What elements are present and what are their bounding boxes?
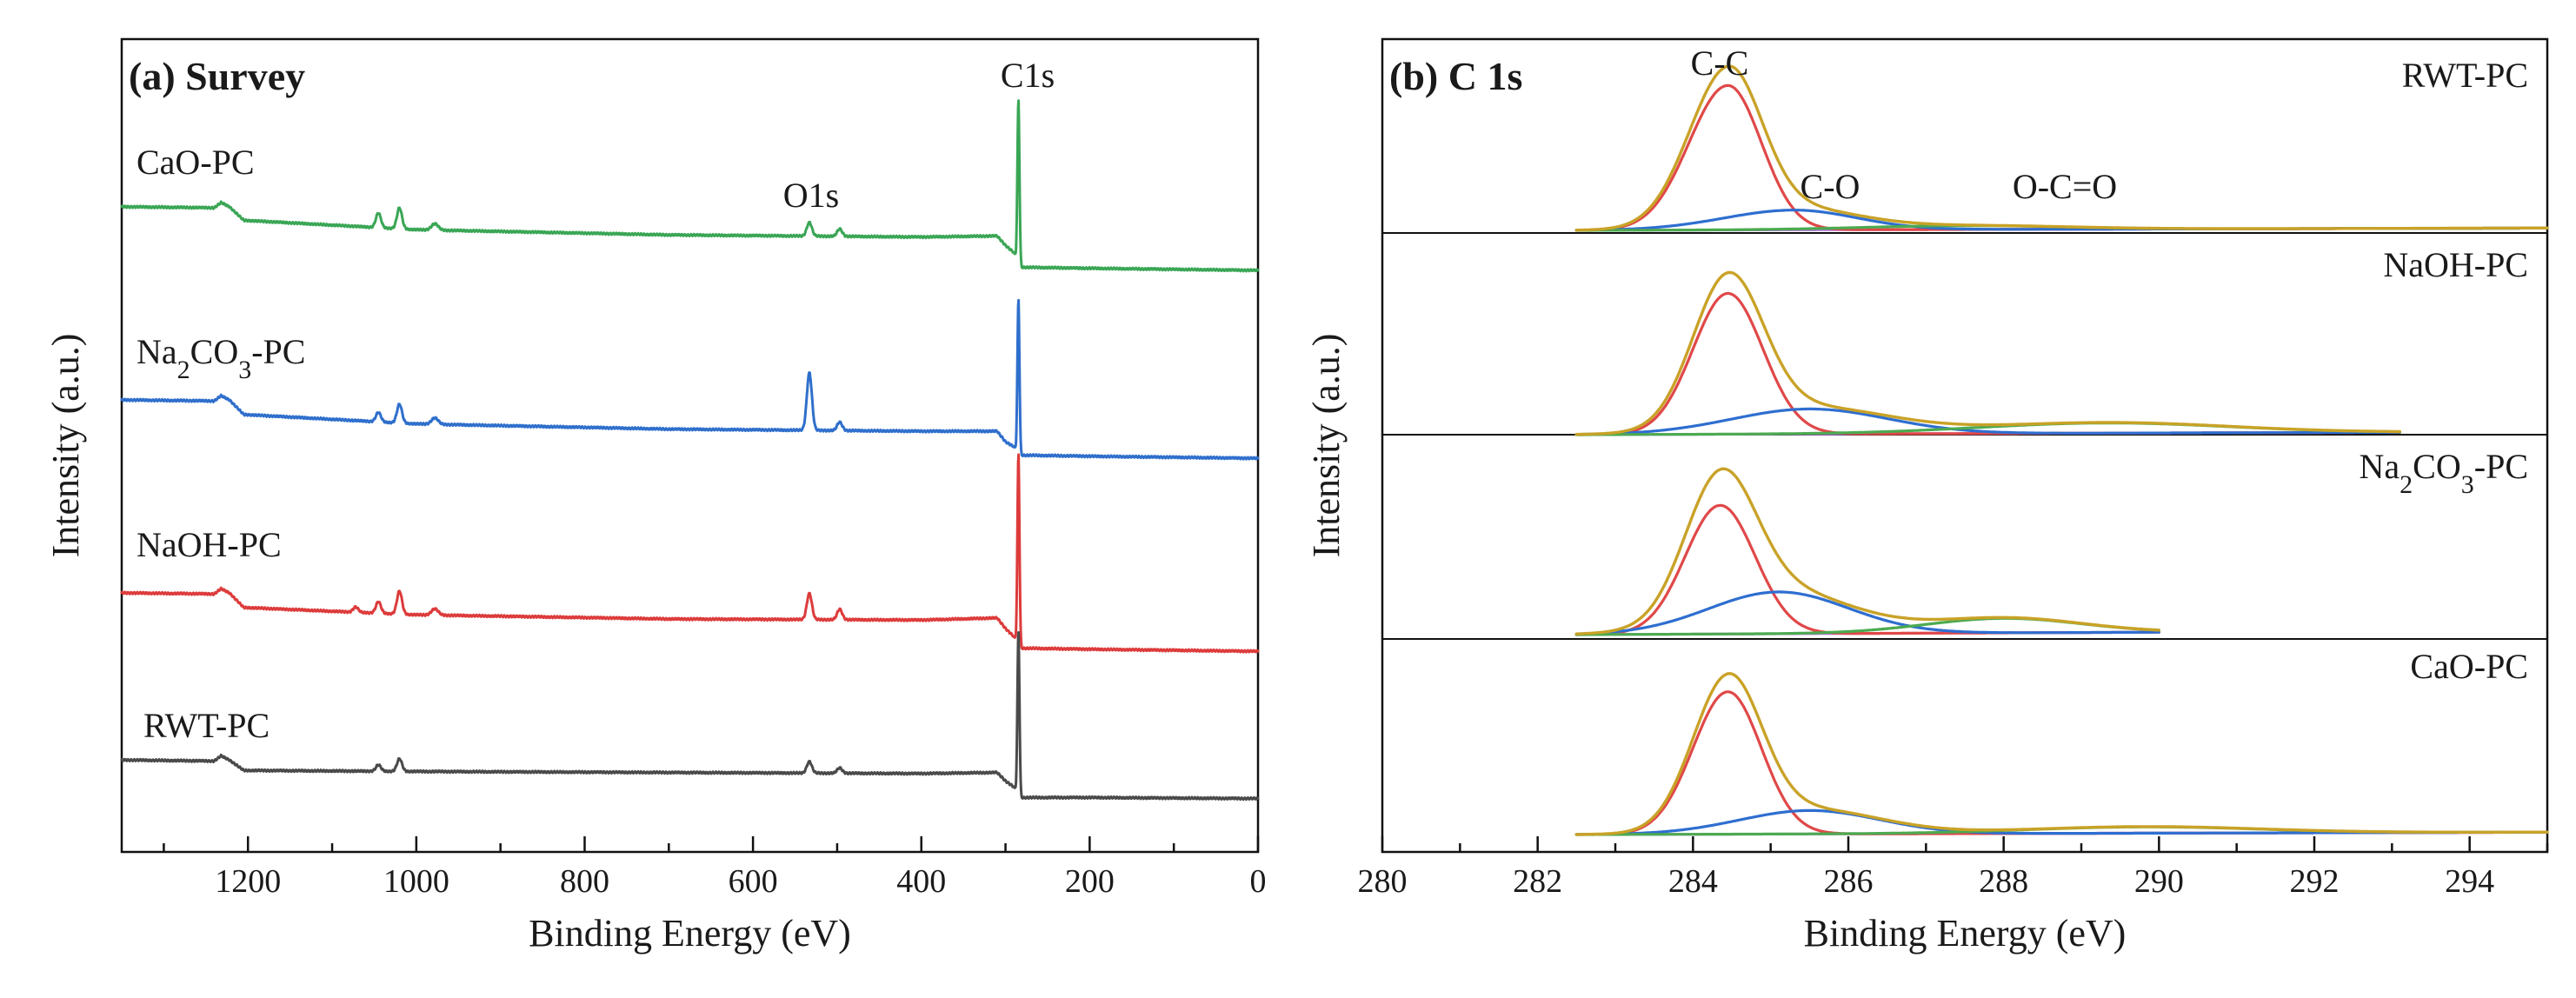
label-part: RWT-PC	[2402, 56, 2528, 95]
fit-na2co3-pc: Na2CO3-PC	[1574, 447, 2528, 636]
x-axis-label: Binding Energy (eV)	[529, 912, 851, 955]
x-tick-label: 1200	[215, 863, 281, 900]
component-annotation: C-O	[1801, 167, 1860, 206]
subscript: 2	[2400, 470, 2413, 499]
series-label: RWT-PC	[143, 706, 270, 745]
fit-naoh-pc: NaOH-PC	[1574, 245, 2528, 436]
subscript: 2	[177, 356, 190, 384]
x-tick-label: 600	[729, 863, 778, 900]
component-c-c	[1574, 83, 2549, 232]
label-part: NaOH-PC	[136, 525, 282, 564]
series-label: Na2CO3-PC	[2360, 447, 2528, 499]
x-tick-label: 294	[2445, 863, 2494, 900]
x-tick-label: 800	[560, 863, 609, 900]
series-label: CaO-PC	[2410, 647, 2528, 686]
component-c-o	[1574, 590, 2160, 635]
x-axis-label: Binding Energy (eV)	[1804, 912, 2127, 955]
series-label: NaOH-PC	[136, 525, 282, 564]
panel-title: (a) Survey	[129, 54, 305, 98]
label-part: CO	[190, 332, 239, 371]
fit-rwt-pc: RWT-PC	[1574, 56, 2549, 232]
x-tick-label: 292	[2290, 863, 2340, 900]
label-part: Na	[136, 332, 177, 371]
component-c-o	[1574, 407, 2401, 436]
panel-a-survey: 1200 1000 800 600 400 200 0 Binding Energy (eV)…	[44, 37, 1267, 955]
x-tick-label: 200	[1065, 863, 1115, 900]
peak-annotation: C1s	[1001, 56, 1055, 95]
x-tick-label: 280	[1358, 863, 1408, 900]
panel-title: (b) C 1s	[1389, 54, 1522, 98]
label-part: NaOH-PC	[2383, 245, 2528, 284]
x-tick-label: 1000	[383, 863, 449, 900]
x-tick-label: 0	[1250, 863, 1267, 900]
envelope-curve	[1574, 672, 2549, 836]
peak-annotation: O1s	[783, 176, 839, 215]
x-tick-label: 290	[2134, 863, 2184, 900]
x-tick-label: 286	[1824, 863, 1874, 900]
series-line	[120, 99, 1260, 273]
plot-frame	[1381, 37, 2549, 854]
x-tick-label: 288	[1979, 863, 2028, 900]
label-part: -PC	[251, 332, 305, 371]
plot-frame	[120, 37, 1260, 854]
label-part: CaO-PC	[136, 143, 255, 182]
series-cao-pc: CaO-PC	[120, 99, 1260, 273]
x-tick-label: 400	[896, 863, 946, 900]
series-line	[120, 298, 1260, 461]
series-label: RWT-PC	[2402, 56, 2528, 95]
label-part: CO	[2413, 447, 2461, 486]
panel-b-c1s: 280 282 284 286 288 290 292 294 Binding Energy (…	[1305, 37, 2549, 955]
y-axis-label: Intensity (a.u.)	[1305, 334, 1348, 558]
subscript: 3	[238, 356, 251, 384]
fit-cao-pc: CaO-PC	[1574, 647, 2549, 836]
series-label: NaOH-PC	[2383, 245, 2528, 284]
x-tick-label: 284	[1668, 863, 1718, 900]
series-rwt-pc: RWT-PC	[120, 631, 1260, 802]
component-annotation: O-C=O	[2013, 167, 2117, 206]
subscript: 3	[2461, 470, 2474, 499]
series-label: Na2CO3-PC	[136, 332, 305, 384]
series-label: CaO-PC	[136, 143, 255, 182]
y-axis-label: Intensity (a.u.)	[44, 334, 87, 558]
x-tick-label: 282	[1513, 863, 1562, 900]
component-c-c	[1574, 690, 2549, 836]
series-line	[120, 631, 1260, 802]
series-line	[120, 453, 1260, 654]
envelope-curve	[1574, 467, 2160, 635]
label-part: CaO-PC	[2410, 647, 2528, 686]
envelope-curve	[1574, 64, 2549, 232]
series-naoh-pc: NaOH-PC	[120, 453, 1260, 654]
envelope-curve	[1574, 270, 2401, 436]
series-na2co3-pc: Na2CO3-PC	[120, 298, 1260, 461]
label-part: -PC	[2474, 447, 2528, 486]
label-part: RWT-PC	[143, 706, 270, 745]
component-annotation: C-C	[1691, 43, 1749, 83]
label-part: Na	[2360, 447, 2400, 486]
